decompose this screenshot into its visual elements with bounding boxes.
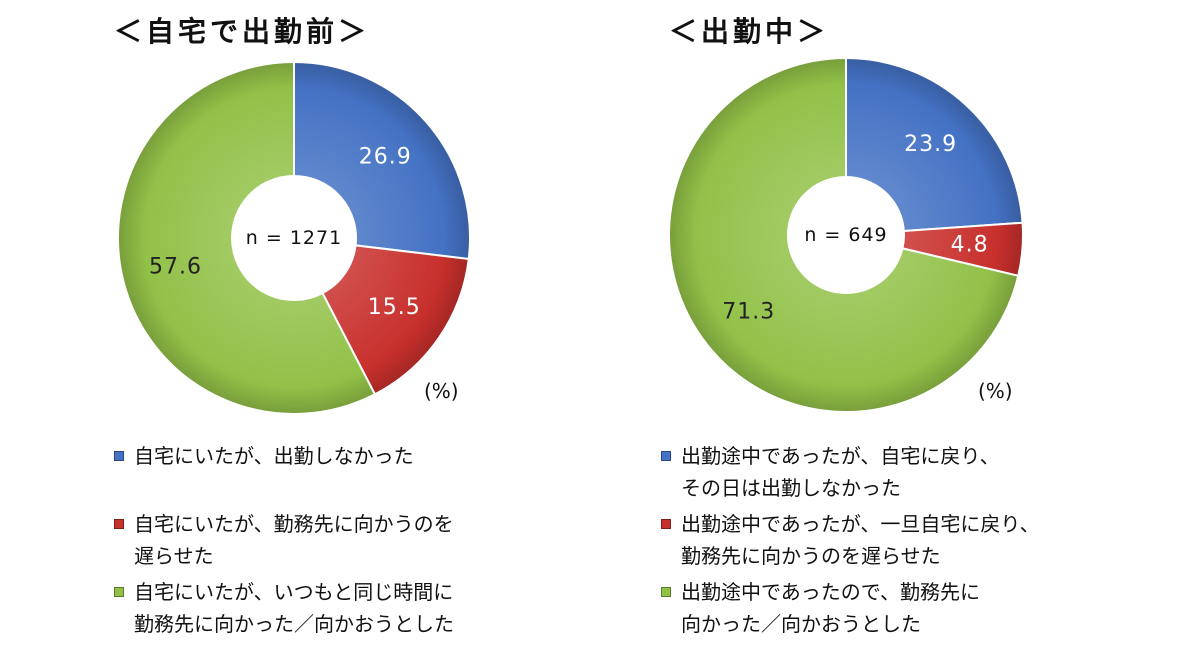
- slice-value-label: 71.3: [722, 299, 775, 324]
- donut-slice: [668, 56, 1020, 413]
- unit-label: (%): [978, 379, 1013, 403]
- chart-panel-during-commute: ＜出勤中＞ 23.9 4.8 71.3 n = 649 (%) 出勤途中であったが、自宅…: [556, 0, 1116, 645]
- legend-label: 遅らせた: [134, 544, 214, 568]
- legend-item: 出勤途中であったが、自宅に戻り、 その日は出勤しなかった: [661, 440, 1000, 504]
- slice-value-label: 57.6: [149, 254, 202, 279]
- sample-size-label: n = 649: [804, 224, 887, 246]
- legend-item: 自宅にいたが、勤務先に向かうのを 遅らせた: [114, 508, 454, 572]
- slice-value-label: 26.9: [359, 145, 412, 170]
- legend-label: 自宅にいたが、いつもと同じ時間に: [134, 580, 454, 604]
- unit-label: (%): [424, 379, 459, 403]
- slice-value-label: 15.5: [368, 295, 421, 320]
- legend-label: 勤務先に向かうのを遅らせた: [681, 544, 941, 568]
- legend-swatch: [114, 587, 124, 597]
- legend-label: 自宅にいたが、出勤しなかった: [134, 444, 414, 468]
- sample-size-label: n = 1271: [246, 227, 342, 249]
- legend-label: 自宅にいたが、勤務先に向かうのを: [134, 512, 454, 536]
- legend-label: 向かった／向かおうとした: [681, 612, 921, 636]
- donut-slice: [117, 60, 377, 415]
- legend-item: 自宅にいたが、いつもと同じ時間に 勤務先に向かった／向かおうとした: [114, 576, 454, 640]
- donut-chart: 26.9 15.5 57.6 n = 1271 (%): [117, 60, 471, 415]
- slice-value-label: 23.9: [904, 132, 957, 157]
- legend-item: 自宅にいたが、出勤しなかった: [114, 440, 414, 472]
- legend-swatch: [661, 519, 671, 529]
- chart-title: ＜自宅で出勤前＞: [114, 15, 371, 48]
- chart-title: ＜出勤中＞: [669, 15, 830, 48]
- legend-swatch: [661, 587, 671, 597]
- legend-item: 出勤途中であったので、勤務先に 向かった／向かおうとした: [661, 576, 980, 640]
- legend-swatch: [114, 451, 124, 461]
- legend-label: 出勤途中であったが、自宅に戻り、: [681, 444, 1000, 468]
- donut-chart: 23.9 4.8 71.3 n = 649 (%): [668, 56, 1024, 413]
- donut-slice: [845, 56, 1024, 233]
- legend-label: 勤務先に向かった／向かおうとした: [134, 612, 454, 636]
- legend-label: その日は出勤しなかった: [681, 476, 901, 500]
- legend-label: 出勤途中であったので、勤務先に: [681, 580, 980, 604]
- legend-item: 出勤途中であったが、一旦自宅に戻り、 勤務先に向かうのを遅らせた: [661, 508, 1040, 572]
- legend-label: 出勤途中であったが、一旦自宅に戻り、: [681, 512, 1040, 536]
- legend-swatch: [661, 451, 671, 461]
- legend-swatch: [114, 519, 124, 529]
- donut-slice: [293, 60, 471, 261]
- chart-panel-before-commute: ＜自宅で出勤前＞ 26.9 15.5 57.6 n = 1271 (%) 自宅にいたが、…: [0, 0, 560, 645]
- donut-slice: [321, 244, 470, 396]
- slice-value-label: 4.8: [951, 233, 989, 258]
